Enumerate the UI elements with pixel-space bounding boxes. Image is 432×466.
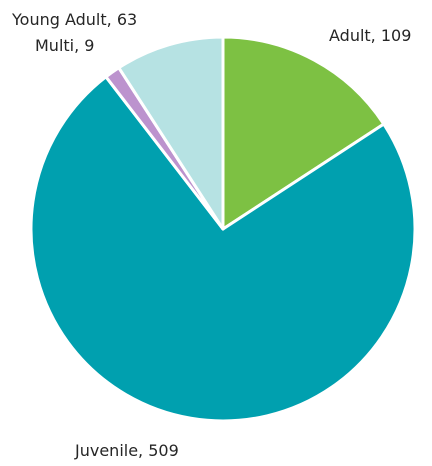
pie-slice-young-adult [117,35,225,231]
label-adult: Adult, 109 [329,26,411,45]
label-juvenile: Juvenile, 509 [74,441,179,460]
pie-slice-adult [221,35,386,231]
label-young-adult: Young Adult, 63 [11,10,137,29]
pie-slices [29,35,417,423]
label-multi: Multi, 9 [35,36,94,55]
pie-labels: Adult, 109 Juvenile, 509 Multi, 9 Young … [11,10,411,460]
pie-slice-juvenile [29,75,417,423]
